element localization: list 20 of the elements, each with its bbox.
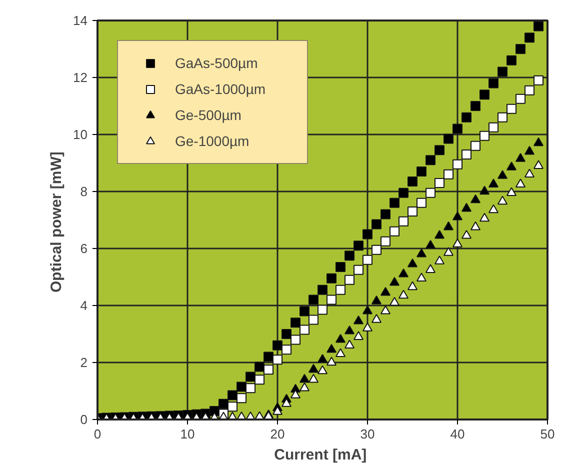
legend-label: Ge-1000µm: [175, 133, 250, 149]
y-tick-label: 6: [80, 241, 88, 256]
x-tick-label: 30: [360, 426, 375, 442]
y-tick-label: 10: [73, 127, 88, 142]
legend-label: Ge-500µm: [175, 107, 242, 123]
y-tick-label: 4: [80, 298, 88, 313]
y-tick-label: 2: [80, 355, 88, 370]
y-tick-label: 14: [73, 13, 88, 28]
x-axis-title: Current [mA]: [274, 446, 367, 464]
x-tick-label: 20: [270, 426, 285, 442]
y-axis-title: Optical power [mW]: [48, 152, 66, 292]
x-tick-label: 50: [540, 426, 555, 442]
legend-label: GaAs-1000µm: [175, 81, 267, 97]
y-tick-label: 0: [80, 412, 88, 427]
x-tick-label: 40: [450, 426, 465, 442]
y-tick-label: 12: [73, 70, 88, 85]
y-tick-label: 8: [80, 184, 88, 199]
legend-label: GaAs-500µm: [175, 55, 259, 71]
x-tick-label: 10: [180, 426, 195, 442]
x-tick-label: 0: [94, 426, 102, 442]
